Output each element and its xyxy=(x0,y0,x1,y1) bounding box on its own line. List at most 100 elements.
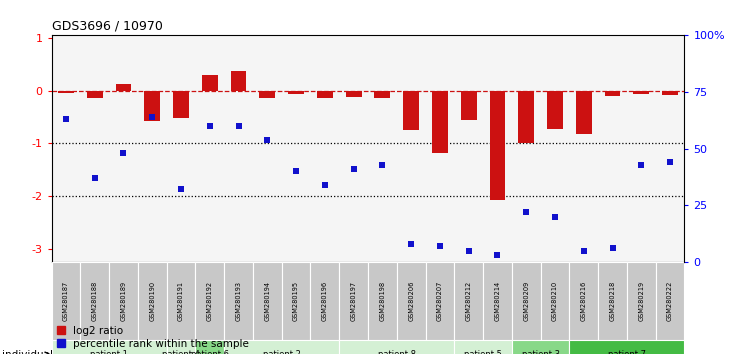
Bar xyxy=(432,91,447,153)
Point xyxy=(290,169,302,174)
Bar xyxy=(605,91,620,96)
Text: GSM280219: GSM280219 xyxy=(638,281,644,321)
Bar xyxy=(195,341,224,354)
Point xyxy=(60,116,72,122)
Text: GSM280188: GSM280188 xyxy=(92,281,98,321)
Bar xyxy=(87,91,102,98)
Bar xyxy=(109,262,138,340)
Point xyxy=(492,252,503,258)
Point xyxy=(146,114,158,120)
Bar xyxy=(116,84,131,91)
Bar xyxy=(570,262,598,340)
Text: patient 3: patient 3 xyxy=(522,350,559,354)
Bar xyxy=(512,341,570,354)
Text: GDS3696 / 10970: GDS3696 / 10970 xyxy=(52,20,163,33)
Bar xyxy=(339,341,454,354)
Text: GSM280191: GSM280191 xyxy=(178,281,184,321)
Text: patient 8: patient 8 xyxy=(378,350,416,354)
Text: GSM280216: GSM280216 xyxy=(581,281,587,321)
Bar xyxy=(224,341,339,354)
Point xyxy=(578,248,590,253)
Bar xyxy=(634,91,649,95)
Bar xyxy=(570,341,684,354)
Point xyxy=(606,246,618,251)
Bar xyxy=(253,262,282,340)
Bar xyxy=(403,91,419,130)
Bar xyxy=(518,91,534,143)
Bar xyxy=(58,91,74,93)
Bar xyxy=(598,262,627,340)
Point xyxy=(549,214,561,219)
Bar xyxy=(425,262,454,340)
Point xyxy=(118,150,130,156)
Text: patient 5: patient 5 xyxy=(464,350,502,354)
Bar xyxy=(166,262,195,340)
Text: patient 7: patient 7 xyxy=(608,350,646,354)
Bar xyxy=(317,91,333,98)
Point xyxy=(463,248,475,253)
Bar xyxy=(144,91,160,121)
Bar xyxy=(202,75,218,91)
Bar xyxy=(230,71,247,91)
Legend: log2 ratio, percentile rank within the sample: log2 ratio, percentile rank within the s… xyxy=(57,326,250,349)
Point xyxy=(520,209,532,215)
Text: GSM280222: GSM280222 xyxy=(667,281,673,321)
Bar xyxy=(166,341,195,354)
Text: GSM280218: GSM280218 xyxy=(609,281,615,321)
Point xyxy=(261,137,273,142)
Point xyxy=(233,123,244,129)
Point xyxy=(434,243,446,249)
Bar xyxy=(346,91,361,97)
Bar xyxy=(576,91,592,135)
Text: GSM280198: GSM280198 xyxy=(379,281,386,321)
Text: GSM280187: GSM280187 xyxy=(63,281,69,321)
Text: GSM280197: GSM280197 xyxy=(350,281,357,321)
Bar xyxy=(375,91,390,98)
Text: GSM280207: GSM280207 xyxy=(437,281,443,321)
Bar xyxy=(656,262,684,340)
Text: GSM280190: GSM280190 xyxy=(149,281,155,321)
Bar xyxy=(454,262,483,340)
Bar xyxy=(173,91,189,118)
Point xyxy=(664,159,676,165)
Bar xyxy=(52,262,80,340)
Text: patient 4: patient 4 xyxy=(162,350,200,354)
Bar xyxy=(289,91,304,95)
Text: GSM280209: GSM280209 xyxy=(523,281,529,321)
Point xyxy=(406,241,417,247)
Text: GSM280196: GSM280196 xyxy=(322,281,328,321)
Text: GSM280189: GSM280189 xyxy=(121,281,127,321)
Bar xyxy=(397,262,425,340)
Bar xyxy=(512,262,541,340)
Point xyxy=(377,162,389,167)
Text: GSM280195: GSM280195 xyxy=(293,281,299,321)
Point xyxy=(175,187,187,192)
Bar xyxy=(282,262,311,340)
Text: GSM280194: GSM280194 xyxy=(264,281,270,321)
Point xyxy=(347,166,359,172)
Text: GSM280206: GSM280206 xyxy=(408,281,414,321)
Bar xyxy=(80,262,109,340)
Bar xyxy=(483,262,512,340)
Bar xyxy=(339,262,368,340)
Text: GSM280214: GSM280214 xyxy=(495,281,500,321)
Text: patient 2: patient 2 xyxy=(263,350,300,354)
Text: patient 1: patient 1 xyxy=(90,350,128,354)
Bar xyxy=(489,91,506,200)
Point xyxy=(635,162,647,167)
Point xyxy=(89,175,101,181)
Bar xyxy=(52,341,166,354)
Text: GSM280193: GSM280193 xyxy=(236,281,241,321)
Text: GSM280212: GSM280212 xyxy=(466,281,472,321)
Bar xyxy=(195,262,224,340)
Bar xyxy=(541,262,570,340)
Bar xyxy=(461,91,477,120)
Bar xyxy=(311,262,339,340)
Point xyxy=(204,123,216,129)
Text: patient 6: patient 6 xyxy=(191,350,229,354)
Bar xyxy=(547,91,563,129)
Bar xyxy=(454,341,512,354)
Text: GSM280210: GSM280210 xyxy=(552,281,558,321)
Bar xyxy=(368,262,397,340)
Bar xyxy=(138,262,166,340)
